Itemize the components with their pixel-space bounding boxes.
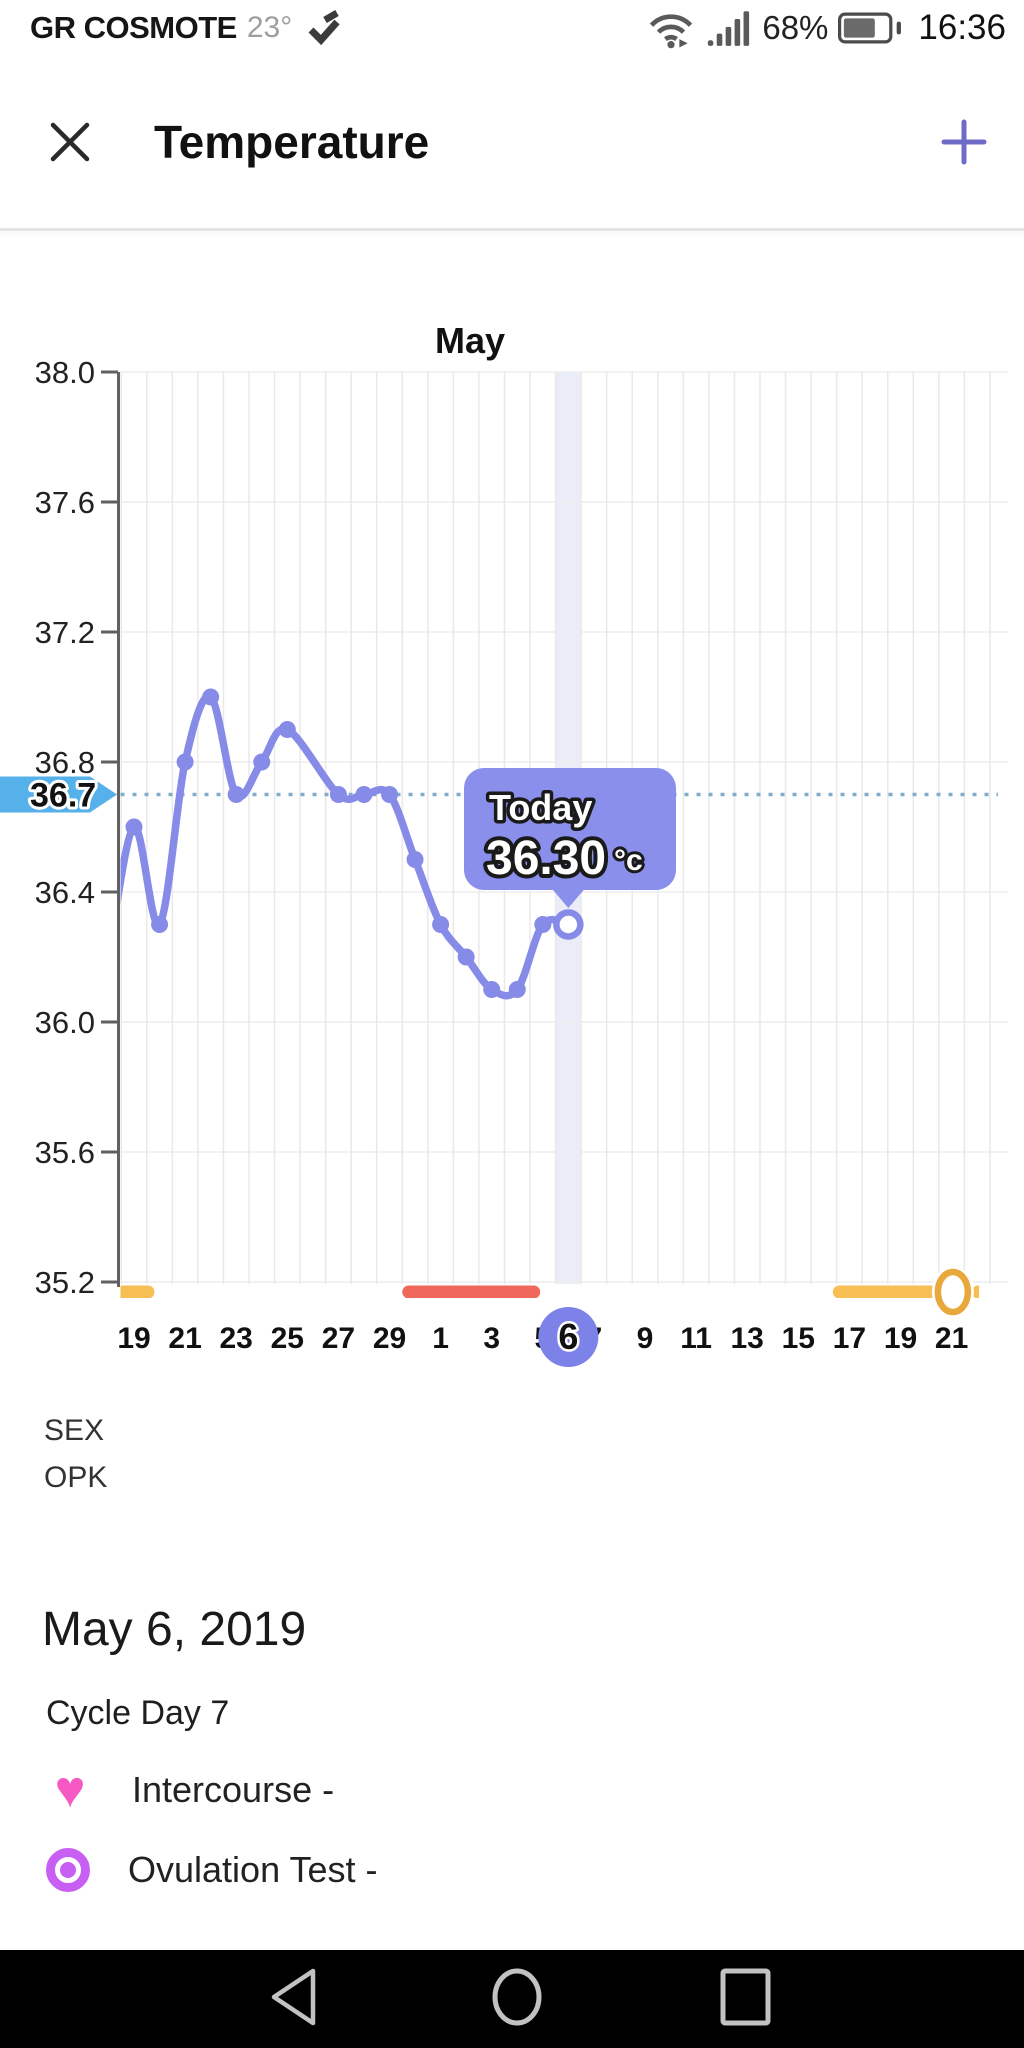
data-point[interactable] (329, 786, 347, 803)
x-tick-label[interactable]: 27 (322, 1322, 355, 1355)
data-point[interactable] (355, 786, 373, 803)
x-tick-label[interactable]: 1 (432, 1322, 449, 1355)
tooltip-value: 36.30 (486, 832, 606, 885)
y-tick-label: 38.0 (35, 355, 95, 390)
heart-icon: ♥ (54, 1761, 86, 1819)
header: Temperature (0, 56, 1024, 228)
weather-temp-label: 23° (246, 11, 293, 44)
ovulation-test-row[interactable]: Ovulation Test - (46, 1848, 377, 1892)
status-bar: GR COSMOTE 23° 68% (0, 0, 1024, 56)
fertile-bar-stub (972, 1285, 979, 1298)
fertile-bar-right (832, 1285, 941, 1298)
coverline-badge-label: 36.7 (30, 777, 96, 815)
predicted-ovulation-ring (934, 1268, 972, 1316)
battery-icon (838, 12, 902, 44)
home-button[interactable] (492, 1968, 542, 2026)
y-tick-label: 36.0 (35, 1005, 95, 1040)
x-tick-label[interactable]: 15 (782, 1322, 815, 1355)
data-point[interactable] (253, 753, 271, 771)
y-tick-label: 36.4 (35, 875, 95, 910)
data-point[interactable] (534, 916, 552, 933)
data-point[interactable] (278, 721, 296, 738)
coverline-badge: 36.7 (0, 774, 117, 818)
signal-bars-icon (706, 9, 752, 47)
x-tick-label[interactable]: 9 (637, 1322, 654, 1355)
battery-percent-label: 68% (762, 9, 829, 46)
cycle-day-label: Cycle Day 7 (46, 1694, 230, 1732)
y-tick-label: 37.6 (35, 485, 95, 520)
data-point[interactable] (227, 786, 245, 803)
x-tick-label[interactable]: 13 (731, 1322, 764, 1355)
fertile-bar-left (120, 1285, 155, 1298)
add-entry-button[interactable] (936, 114, 992, 170)
y-tick-label: 35.2 (35, 1265, 95, 1300)
x-tick-label[interactable]: 19 (884, 1322, 917, 1355)
data-point[interactable] (202, 688, 220, 706)
tooltip-unit: °c (614, 844, 643, 877)
month-label: May (435, 320, 505, 361)
x-tick-label[interactable]: 17 (833, 1322, 866, 1355)
selected-day-circle[interactable] (538, 1307, 599, 1367)
data-point[interactable] (406, 851, 424, 868)
x-tick-label[interactable]: 11 (680, 1322, 712, 1355)
data-point[interactable] (151, 916, 169, 933)
x-tick-label[interactable]: 3 (483, 1322, 500, 1355)
ovulation-test-label: Ovulation Test - (128, 1849, 378, 1890)
data-point[interactable] (483, 981, 501, 998)
intercourse-row[interactable]: ♥ Intercourse - (46, 1761, 335, 1819)
today-data-point[interactable] (553, 909, 584, 940)
data-point[interactable] (432, 916, 450, 933)
x-tick-label[interactable]: 21 (168, 1322, 201, 1355)
selected-date-title: May 6, 2019 (42, 1603, 307, 1656)
x-tick-label[interactable]: 21 (935, 1322, 968, 1355)
bullseye-icon (46, 1848, 90, 1892)
data-point[interactable] (125, 818, 143, 836)
x-tick-label[interactable]: 25 (271, 1322, 304, 1355)
sex-row-label: SEX (44, 1414, 105, 1447)
x-tick-label[interactable]: 23 (220, 1322, 253, 1355)
data-point[interactable] (176, 753, 194, 771)
android-nav-bar (0, 1950, 1024, 2048)
y-tick-label: 37.2 (35, 615, 95, 650)
header-divider (0, 228, 1024, 231)
wifi-icon (646, 7, 696, 49)
recents-button[interactable] (720, 1968, 771, 2026)
notification-check-icon (306, 10, 342, 46)
carrier-label: GR COSMOTE (30, 10, 237, 45)
data-point[interactable] (508, 981, 526, 998)
intercourse-label: Intercourse - (132, 1769, 335, 1810)
y-tick-label: 35.6 (35, 1135, 95, 1170)
period-bar (402, 1285, 541, 1298)
selected-day-label: 6 (558, 1316, 578, 1357)
close-button[interactable] (44, 116, 96, 168)
x-tick-label[interactable]: 19 (117, 1322, 150, 1355)
data-point[interactable] (457, 948, 475, 966)
x-tick-label[interactable]: 29 (373, 1322, 406, 1355)
opk-row-label: OPK (44, 1461, 108, 1494)
page-title: Temperature (154, 116, 430, 168)
y-tick-label: 36.8 (35, 745, 95, 780)
back-button[interactable] (271, 1968, 316, 2026)
clock-label: 16:36 (918, 8, 1006, 47)
tooltip-title: Today (489, 787, 592, 828)
data-point[interactable] (381, 786, 398, 803)
